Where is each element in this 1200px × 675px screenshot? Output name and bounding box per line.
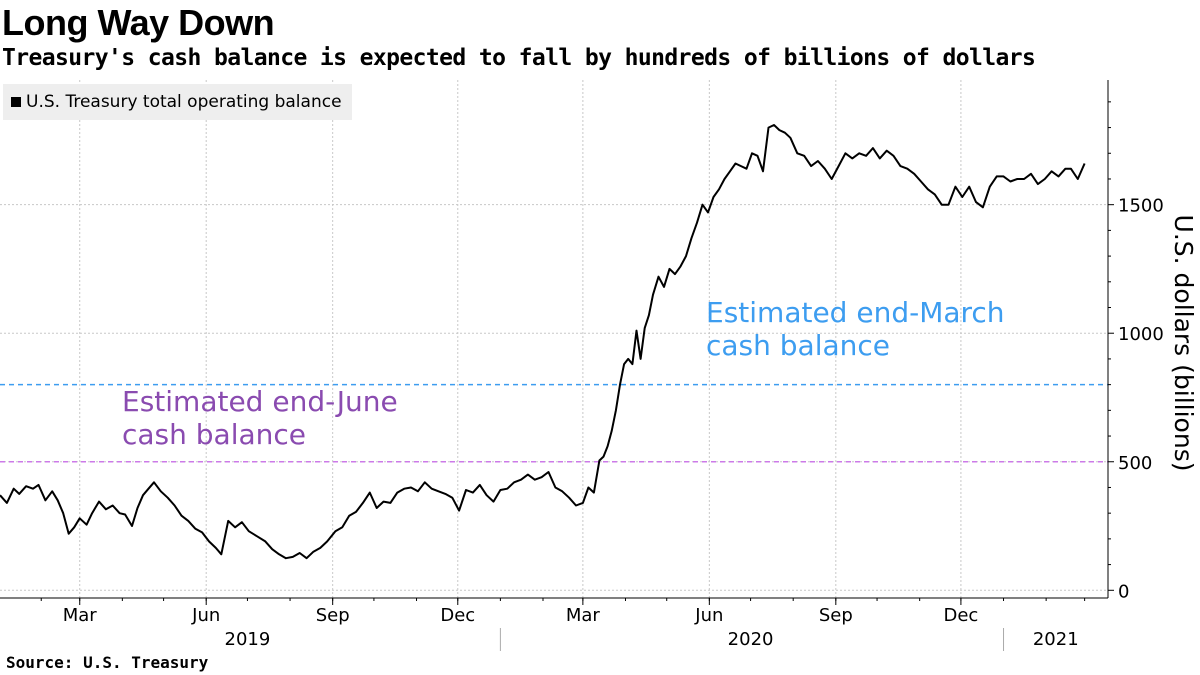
- legend: U.S. Treasury total operating balance: [3, 84, 352, 120]
- grid-lines: [0, 80, 1108, 598]
- y-axis-title: U.S. dollars (billions): [1169, 215, 1198, 472]
- series-group: [0, 124, 1086, 560]
- reference-annotation: cash balance: [706, 329, 890, 362]
- x-year-label: 2020: [728, 629, 774, 650]
- reference-annotation: cash balance: [122, 418, 306, 451]
- x-tick-label: Mar: [566, 605, 601, 626]
- legend-label: U.S. Treasury total operating balance: [26, 92, 342, 112]
- x-year-label: 2021: [1033, 629, 1079, 650]
- reference-annotation: Estimated end-March: [706, 296, 1005, 329]
- x-tick-label: Mar: [63, 605, 98, 626]
- chart-subtitle: Treasury's cash balance is expected to f…: [2, 45, 1036, 71]
- x-tick-label: Dec: [943, 605, 978, 626]
- reference-lines: [0, 383, 1108, 463]
- series-line: [0, 124, 1086, 560]
- y-tick-label: 1000: [1118, 324, 1164, 345]
- x-tick-label: Dec: [440, 605, 475, 626]
- x-tick-label: Sep: [819, 605, 853, 626]
- x-tick-label: Jun: [694, 605, 723, 626]
- y-tick-label: 500: [1118, 453, 1152, 474]
- y-tick-label: 0: [1118, 581, 1129, 602]
- legend-swatch: [11, 97, 21, 107]
- chart-title: Long Way Down: [2, 2, 275, 43]
- reference-annotation: Estimated end-June: [122, 385, 398, 418]
- x-year-label: 2019: [225, 629, 271, 650]
- x-axis: Mar Jun Sep Dec Mar Jun Sep Dec 2019 2020 2021: [0, 597, 1108, 651]
- source-note: Source: U.S. Treasury: [6, 653, 209, 672]
- x-tick-label: Sep: [316, 605, 350, 626]
- y-tick-label: 1500: [1118, 196, 1164, 217]
- x-tick-label: Jun: [191, 605, 220, 626]
